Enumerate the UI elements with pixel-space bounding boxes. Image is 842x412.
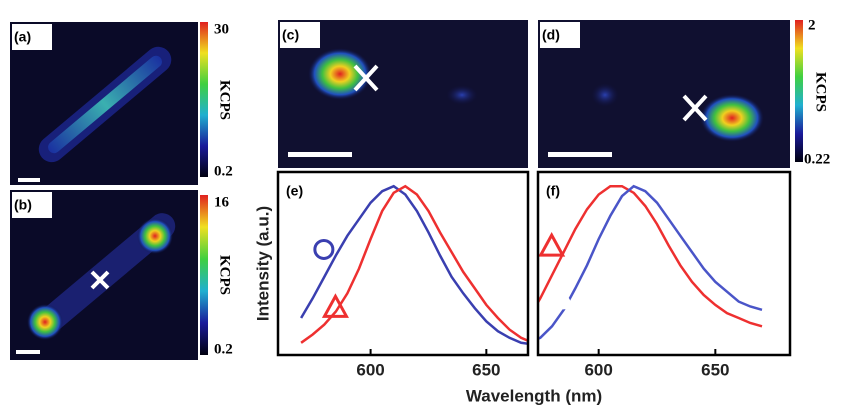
cross bbox=[353, 64, 379, 92]
colorbar-unit: KCPS bbox=[813, 72, 829, 112]
panel-label: (f) bbox=[546, 183, 560, 199]
panel-label: (d) bbox=[542, 27, 560, 43]
label-box bbox=[12, 24, 52, 50]
series-line bbox=[300, 184, 528, 346]
panel-label: (e) bbox=[286, 183, 303, 199]
y-axis-label: Intensity (a.u.) bbox=[253, 206, 272, 321]
series-marker bbox=[556, 295, 571, 310]
series-marker bbox=[313, 238, 335, 260]
colorbar-max: 16 bbox=[214, 194, 230, 210]
label-box bbox=[12, 192, 52, 218]
scale-bar bbox=[548, 152, 612, 157]
plot-frame bbox=[276, 170, 530, 357]
x-tick-label: 600 bbox=[356, 360, 384, 379]
colorbar-min: 0.22 bbox=[804, 151, 830, 167]
x-tick-label: 650 bbox=[472, 360, 500, 379]
nanorod bbox=[38, 46, 172, 163]
colorbar-min: 0.2 bbox=[214, 163, 233, 179]
dim-spot bbox=[446, 85, 478, 105]
cross bbox=[682, 94, 708, 122]
hotspot bbox=[700, 94, 764, 142]
scale-bar bbox=[18, 178, 40, 182]
hotspot bbox=[137, 218, 173, 254]
series-line bbox=[538, 184, 763, 328]
colorbar-unit: KCPS bbox=[217, 80, 233, 120]
panel-label: (a) bbox=[14, 29, 31, 45]
dim-spot bbox=[591, 83, 619, 107]
colorbar-max: 30 bbox=[214, 21, 229, 37]
x-tick-label: 650 bbox=[701, 360, 729, 379]
series-marker bbox=[321, 293, 349, 318]
plot-area bbox=[278, 172, 528, 355]
plot-frame bbox=[536, 170, 792, 357]
series-marker bbox=[538, 232, 566, 257]
panel-label: (b) bbox=[14, 197, 32, 213]
colorbar bbox=[795, 20, 803, 162]
label-box bbox=[540, 22, 580, 48]
colorbar-max: 2 bbox=[808, 17, 816, 33]
hotspot bbox=[27, 304, 63, 340]
plot-area bbox=[538, 172, 790, 355]
x-axis-label: Wavelength (nm) bbox=[466, 386, 602, 405]
colorbar-min: 0.2 bbox=[214, 341, 233, 357]
colorbar-unit: KCPS bbox=[217, 255, 233, 295]
x-tick-label: 600 bbox=[584, 360, 612, 379]
colorbar bbox=[200, 195, 208, 355]
label-box bbox=[280, 22, 320, 48]
cross bbox=[90, 270, 110, 290]
scale-bar bbox=[16, 350, 40, 354]
colorbar bbox=[200, 22, 208, 177]
panel-label: (c) bbox=[282, 27, 299, 43]
scale-bar bbox=[288, 152, 352, 157]
